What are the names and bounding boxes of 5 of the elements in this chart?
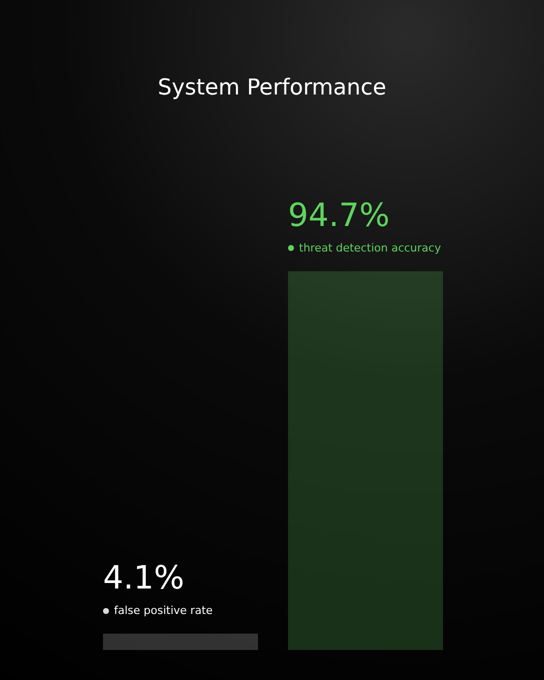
x-tick-label: threat detection accuracy: [299, 242, 442, 255]
data-label: 4.1%: [103, 558, 184, 597]
data-label: 94.7%: [288, 196, 390, 234]
chart-title: System Performance: [158, 76, 386, 100]
x-tick-label: false positive rate: [114, 604, 213, 618]
